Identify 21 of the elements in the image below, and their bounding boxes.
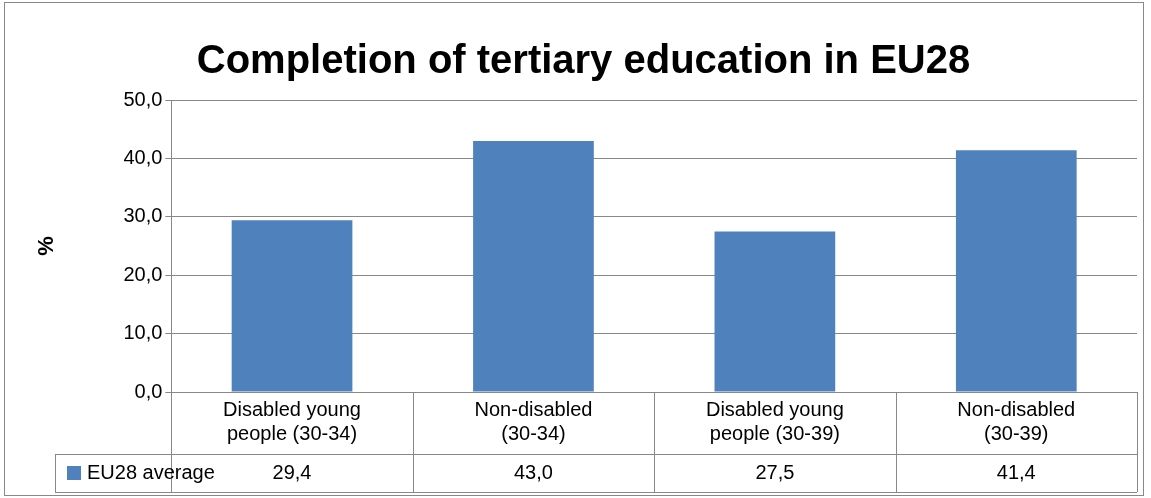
y-tick-label: 50,0 <box>123 87 163 110</box>
bar <box>231 220 353 392</box>
legend-label: EU28 average <box>87 460 215 483</box>
x-tick-label: Non-disabled (30-39) <box>957 397 1076 444</box>
y-tick-label: 40,0 <box>123 145 163 168</box>
y-tick-label: 30,0 <box>123 204 163 227</box>
y-tick-label: 20,0 <box>123 262 163 285</box>
data-label: 27,5 <box>755 460 795 483</box>
y-tick-label: 0,0 <box>134 379 163 402</box>
data-label: 43,0 <box>513 460 553 483</box>
data-label: 41,4 <box>996 460 1036 483</box>
chart-title: Completion of tertiary education in EU28 <box>196 37 971 82</box>
bar <box>473 140 594 392</box>
x-tick-label: Disabled young people (30-39) <box>705 397 844 444</box>
y-axis-title: % <box>33 236 59 256</box>
bar <box>714 231 836 392</box>
x-tick-label: Non-disabled (30-34) <box>474 397 593 444</box>
y-tick-label: 10,0 <box>123 321 163 344</box>
x-tick-label: Disabled young people (30-34) <box>223 397 361 444</box>
data-label: 29,4 <box>272 460 312 483</box>
bar <box>955 150 1077 392</box>
